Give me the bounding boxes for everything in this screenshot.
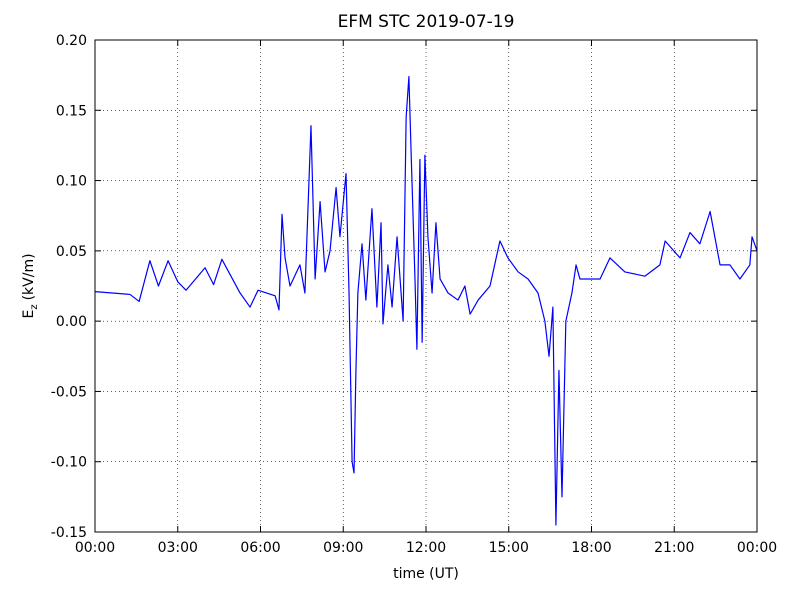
- y-tick-label: -0.10: [51, 455, 87, 471]
- y-tick-label: -0.05: [51, 384, 87, 400]
- x-tick-label: 12:00: [406, 540, 446, 556]
- y-label-unit: (kV/m): [21, 253, 37, 300]
- x-tick-label: 09:00: [323, 540, 363, 556]
- x-tick-label: 18:00: [571, 540, 611, 556]
- y-label-sub: z: [29, 304, 40, 309]
- y-tick-label: 0.10: [56, 174, 87, 190]
- y-tick-label: 0.15: [56, 103, 87, 119]
- y-tick-label: 0.20: [56, 33, 87, 49]
- data-line: [94, 75, 758, 526]
- y-label-base: E: [21, 310, 37, 319]
- x-tick-label: 00:00: [75, 540, 115, 556]
- x-tick-label: 21:00: [654, 540, 694, 556]
- y-tick-label: -0.15: [51, 525, 87, 541]
- x-tick-label: 15:00: [489, 540, 529, 556]
- x-tick-label: 06:00: [240, 540, 280, 556]
- y-tick-label: 0.05: [56, 244, 87, 260]
- x-tick-label: 00:00: [737, 540, 777, 556]
- y-axis-label: Ez (kV/m): [21, 253, 40, 318]
- x-tick-label: 03:00: [158, 540, 198, 556]
- x-axis-label: time (UT): [393, 566, 459, 582]
- plot-frame: [94, 39, 758, 533]
- y-tick-label: 0.00: [56, 314, 87, 330]
- chart-title: EFM STC 2019-07-19: [338, 12, 515, 32]
